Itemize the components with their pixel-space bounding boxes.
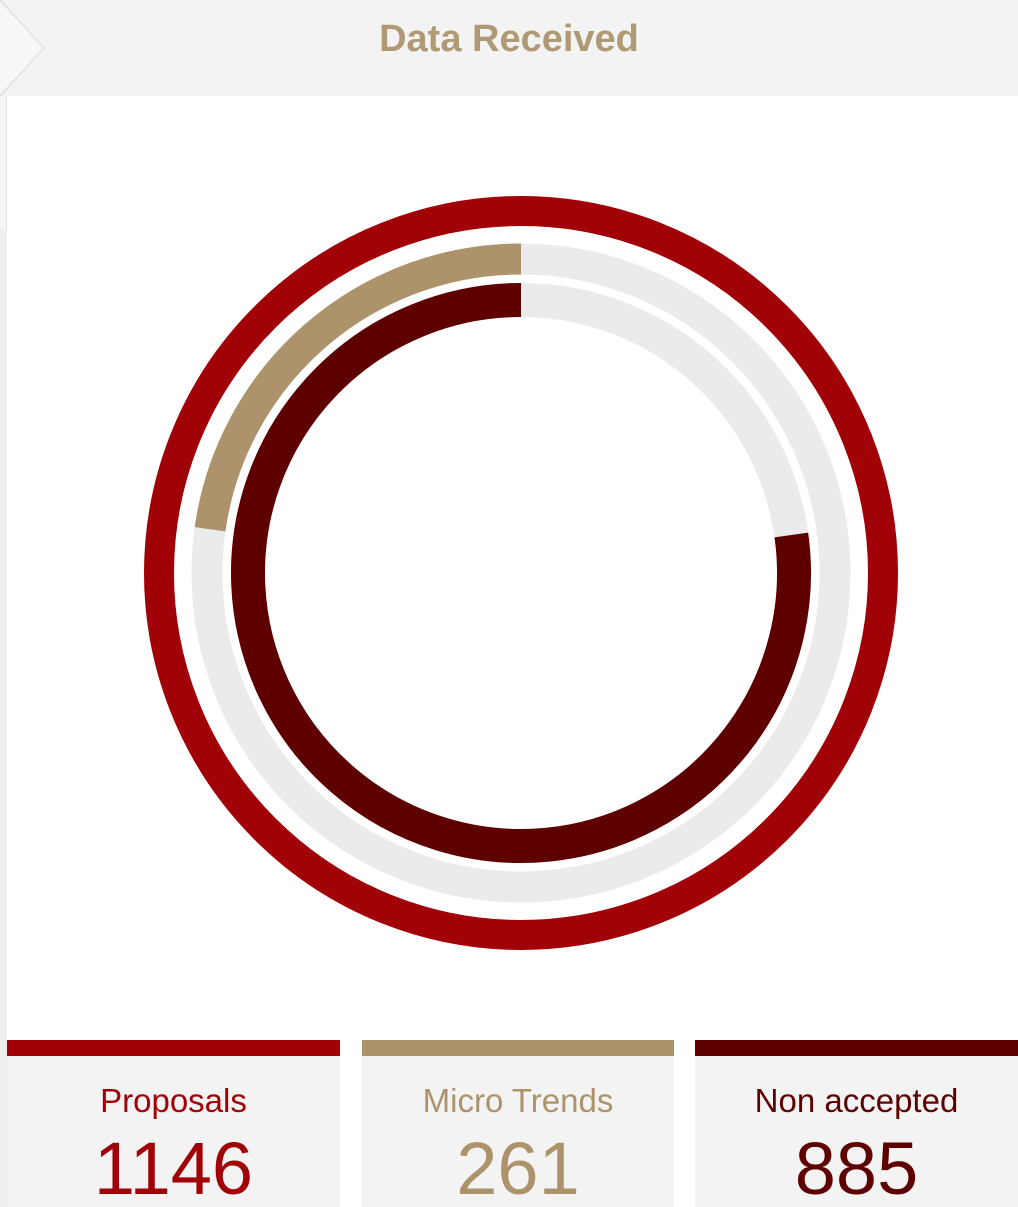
- radial-chart: [144, 196, 898, 950]
- micro-trends-card: Micro Trends 261: [362, 1040, 674, 1207]
- left-rail: [0, 96, 7, 1207]
- micro-trends-arc: [194, 243, 522, 532]
- non-accepted-card: Non accepted 885: [695, 1040, 1018, 1207]
- non-accepted-label: Non accepted: [754, 1082, 959, 1119]
- page-title: Data Received: [379, 18, 639, 60]
- back-arrow-icon[interactable]: [0, 0, 48, 96]
- left-rail-tab: [0, 96, 7, 230]
- proposals-value: 1146: [93, 1127, 254, 1207]
- proposals-ring: [144, 196, 898, 950]
- non-accepted-arc: [231, 283, 811, 863]
- header-bar: Data Received: [0, 0, 1018, 96]
- non-accepted-value: 885: [794, 1127, 919, 1207]
- micro-trends-label: Micro Trends: [422, 1082, 614, 1119]
- proposals-label: Proposals: [100, 1082, 247, 1119]
- micro-trends-value: 261: [456, 1127, 580, 1207]
- proposals-card: Proposals 1146: [7, 1040, 340, 1207]
